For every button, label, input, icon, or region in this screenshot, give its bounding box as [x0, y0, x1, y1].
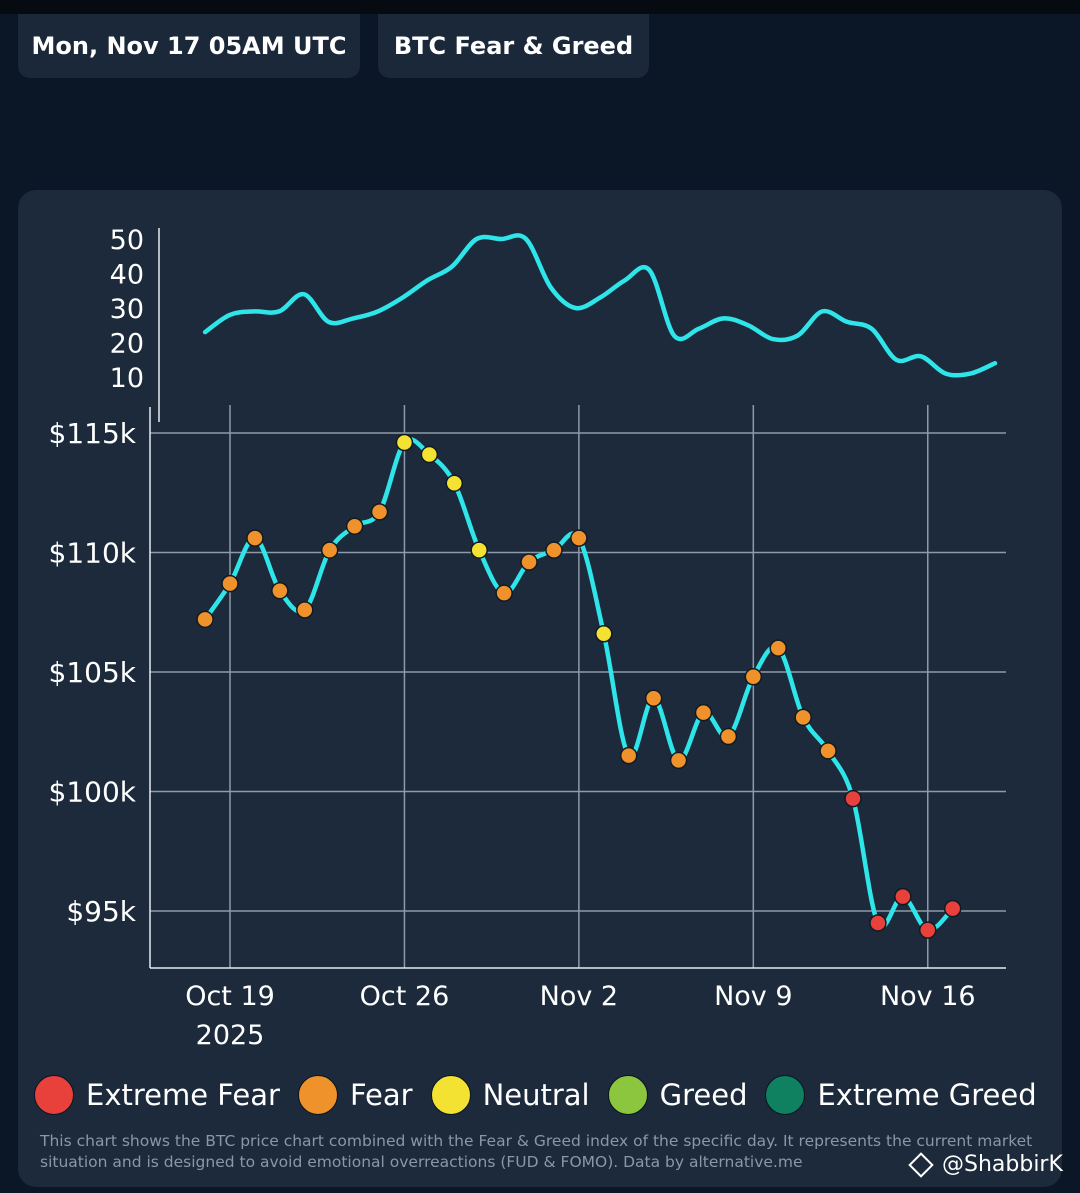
legend-label: Fear [349, 1078, 413, 1112]
legend-item: Greed [607, 1075, 748, 1115]
chart-title-label: BTC Fear & Greed [393, 32, 634, 60]
price-point-neutral [470, 541, 488, 559]
legend-swatch [430, 1075, 471, 1115]
date-tick-label: Oct 26 [360, 981, 450, 1012]
legend-label: Extreme Greed [817, 1078, 1037, 1112]
price-point-fear [744, 668, 763, 686]
price-point-fear [669, 751, 688, 770]
watermark: @ShabbirK [908, 1151, 1063, 1178]
price-point-extreme-fear [894, 887, 912, 906]
fg-tick-label: 20 [110, 329, 144, 360]
price-point-fear [769, 639, 787, 657]
watermark-label: @ShabbirK [942, 1152, 1063, 1177]
price-point-neutral [445, 474, 464, 492]
price-point-fear [694, 703, 713, 722]
binance-square-icon [908, 1151, 934, 1178]
price-point-fear [619, 746, 638, 765]
legend-item: Extreme Greed [765, 1075, 1037, 1115]
price-point-fear [196, 610, 214, 629]
chart-card [18, 190, 1062, 1187]
price-tick-label: $110k [49, 537, 137, 570]
legend-label: Greed [659, 1078, 748, 1112]
price-tick-label: $105k [49, 656, 137, 689]
price-point-fear [345, 517, 364, 535]
date-badge: Mon, Nov 17 05AM UTC [18, 14, 360, 78]
axis-labels: $115k $110k $105k $100k $95k Oct 19 Oct 26 Nov … [49, 225, 976, 1051]
grid-layer [149, 228, 1006, 969]
price-point-fear [495, 584, 513, 602]
legend-swatch [765, 1075, 806, 1115]
price-point-neutral [595, 625, 613, 643]
date-tick-label: Nov 2 [540, 981, 618, 1012]
price-point-fear [296, 601, 314, 619]
price-point-fear [570, 529, 588, 547]
price-point-neutral [395, 433, 414, 452]
price-point-fear [271, 581, 289, 600]
price-point-extreme-fear [844, 789, 862, 808]
price-plot [196, 433, 962, 939]
title-badge: BTC Fear & Greed [378, 14, 649, 78]
price-point-extreme-fear [919, 921, 937, 939]
price-point-fear [644, 689, 663, 708]
price-point-extreme-fear [943, 899, 962, 918]
fear-greed-plot [202, 233, 998, 378]
price-point-fear [370, 503, 389, 521]
year-label: 2025 [196, 1020, 265, 1051]
fg-tick-label: 30 [110, 294, 144, 325]
legend-swatch [607, 1075, 648, 1115]
fear-greed-line [202, 233, 998, 378]
price-point-extreme-fear [869, 914, 887, 932]
price-point-fear [819, 742, 837, 760]
price-point-fear [320, 541, 339, 559]
date-tick-label: Nov 9 [714, 981, 792, 1012]
fg-tick-label: 10 [110, 363, 144, 394]
legend-label: Extreme Fear [86, 1078, 280, 1112]
price-tick-label: $95k [66, 895, 136, 928]
legend-item: Fear [297, 1075, 413, 1115]
price-point-fear [246, 529, 264, 547]
price-point-fear [719, 727, 738, 746]
price-point-neutral [420, 445, 439, 464]
price-tick-label: $100k [49, 776, 137, 809]
legend-label: Neutral [482, 1078, 590, 1112]
legend-swatch [297, 1075, 338, 1115]
legend-swatch [34, 1075, 74, 1115]
legend-item: Neutral [430, 1075, 590, 1115]
price-point-fear [794, 708, 812, 727]
price-tick-label: $115k [49, 417, 137, 450]
sentiment-legend: Extreme Fear Fear Neutral Greed Extreme Gree… [34, 1072, 1074, 1118]
fg-tick-label: 40 [110, 260, 144, 291]
date-label: Mon, Nov 17 05AM UTC [31, 32, 347, 60]
date-tick-label: Nov 16 [880, 981, 976, 1012]
top-bar [0, 0, 1080, 14]
price-point-fear [221, 574, 239, 593]
footnote: This chart shows the BTC price chart com… [40, 1132, 1033, 1171]
date-tick-label: Oct 19 [185, 981, 275, 1012]
price-point-fear [520, 553, 538, 571]
price-point-fear [545, 541, 563, 559]
legend-item: Extreme Fear [34, 1075, 280, 1115]
fg-tick-label: 50 [110, 225, 144, 256]
